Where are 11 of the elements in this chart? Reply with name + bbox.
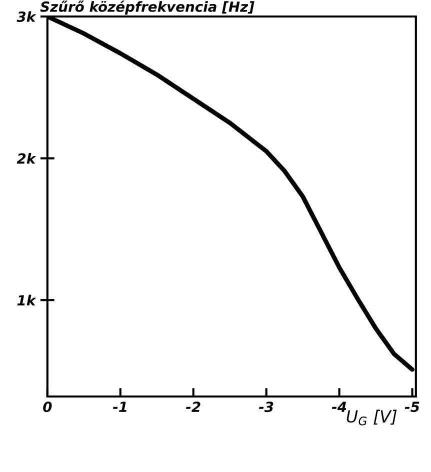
x-tick-label: -3 [258, 402, 274, 412]
y-tick-label: 1k [17, 294, 36, 306]
x-tick-label: 0 [43, 402, 52, 412]
x-tick-label: -5 [404, 402, 420, 412]
y-tick-label: 2k [16, 153, 36, 164]
x-axis-title: U$_{G}$ [V] [346, 410, 397, 426]
y-tick-label: 3k [16, 11, 36, 22]
x-tick-label: -2 [186, 402, 200, 412]
x-tick-label: -4 [332, 402, 346, 412]
y-axis-title: Szűrő középfrekvencia [Hz] [40, 0, 254, 15]
x-tick-label: -1 [113, 402, 126, 412]
